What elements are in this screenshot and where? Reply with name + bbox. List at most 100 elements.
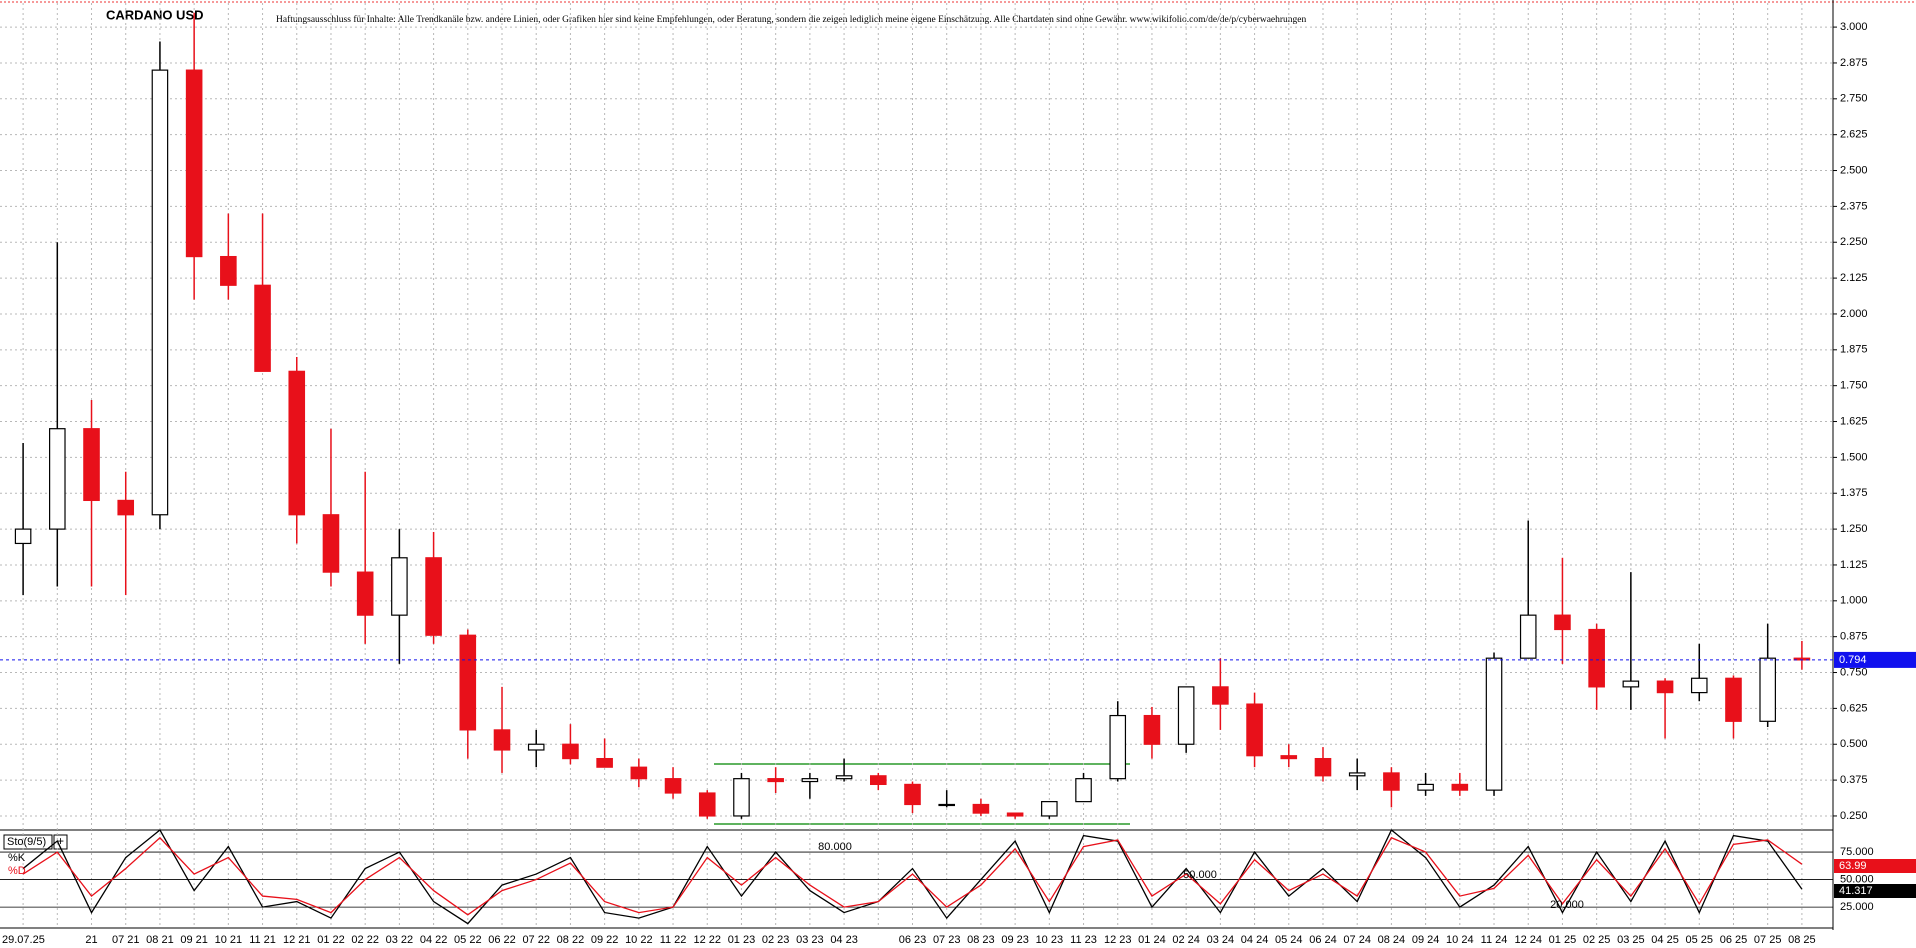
x-tick-label: 01 23 [728,934,756,946]
candle-body [1759,657,1776,722]
x-tick-label: 01 25 [1549,934,1577,946]
candle-body [527,743,545,751]
y-tick-label: 1.750 [1840,380,1868,392]
indicator-box [3,834,53,850]
x-tick-label: 05 24 [1275,934,1303,946]
candle-body [1075,778,1092,803]
x-tick-label: 11 21 [249,934,276,946]
y-tick-label: 2.875 [1840,57,1868,69]
indicator-button-icon: + [57,834,64,848]
y2-tick-label: 25.000 [1840,901,1874,913]
candle-body [322,514,340,573]
candle-body [391,557,408,616]
y-tick-label: 1.375 [1840,487,1868,499]
x-tick-label: 02 22 [351,934,379,946]
x-tick-label: 12 23 [1104,934,1132,946]
candle-body [1622,680,1640,688]
indicator-title: Sto(9/5) [7,836,46,848]
candle-body [1314,757,1332,777]
y-tick-label: 2.750 [1840,93,1868,105]
level-annotation: 20.000 [1550,899,1584,911]
candle-body [1246,703,1263,757]
candle-body [938,803,956,807]
candle-body [767,778,784,783]
candle-body [1588,628,1605,688]
x-tick-label: 03 25 [1617,934,1645,946]
y-tick-label: 1.500 [1840,451,1868,463]
candle-body [1348,772,1366,777]
candle-body [1212,686,1229,705]
candle-body [1383,772,1400,791]
y-tick-label: 0.375 [1840,774,1868,786]
x-tick-label: 11 24 [1481,934,1508,946]
candle-body [185,69,203,258]
x-tick-label: 10 24 [1446,934,1474,946]
x-tick-label: 06 23 [899,934,927,946]
candle-body [904,783,921,806]
y-tick-label: 1.125 [1840,559,1868,571]
x-tick-label: 07 21 [112,934,140,946]
x-tick-label: 08 25 [1788,934,1816,946]
x-tick-label: 01 22 [317,934,345,946]
candle-body [1417,783,1434,791]
candle-body [425,557,442,636]
candle-body [288,370,306,516]
x-tick-label: 05 22 [454,934,482,946]
x-tick-label: 09 21 [180,934,208,946]
x-tick-label: 04 23 [830,934,858,946]
candle-body [14,528,32,545]
y-tick-label: 1.250 [1840,523,1868,535]
x-tick-label: 09 23 [1001,934,1029,946]
candle-body [1451,783,1469,791]
candle-body [1109,714,1127,780]
candle-body [1519,614,1537,659]
x-tick-label: 08 21 [146,934,174,946]
candle-body [1485,657,1503,791]
y-tick-label: 1.625 [1840,415,1868,427]
candle-body [1554,614,1571,631]
x-tick-label: 06 24 [1309,934,1337,946]
x-tick-label: 11 23 [1070,934,1097,946]
last-value-box [1834,859,1916,873]
y-tick-label: 0.750 [1840,666,1868,678]
candle-body [1656,680,1674,694]
y-tick-label: 3.000 [1840,21,1868,33]
x-tick-label: 08 24 [1378,934,1406,946]
x-tick-label: 11 22 [660,934,687,946]
y-tick-label: 2.250 [1840,236,1868,248]
y2-tick-label: 50.000 [1840,873,1874,885]
candle-body [49,428,66,530]
candle-body [596,757,613,768]
y-tick-label: 0.625 [1840,702,1868,714]
x-tick-label: 07 24 [1343,934,1371,946]
x-tick-label: 12 24 [1514,934,1542,946]
y-tick-label: 0.875 [1840,631,1868,643]
y-tick-label: 1.875 [1840,344,1868,356]
x-tick-label: 02 24 [1172,934,1200,946]
x-tick-label: 12 22 [693,934,721,946]
candle-body [801,778,819,783]
x-tick-label: 07 22 [522,934,550,946]
last-price-box [1834,651,1916,668]
x-tick-label: 21 [85,934,97,946]
level-annotation: 80.000 [818,841,852,853]
last-value-label: 41.317 [1839,885,1873,897]
candle-body [1006,812,1024,817]
x-tick-label: 08 23 [967,934,995,946]
x-tick-label: 08 22 [557,934,585,946]
candle-body [1725,677,1742,722]
legend-entry: %K [8,852,26,864]
candle-body [562,743,579,760]
y-tick-label: 0.500 [1840,738,1868,750]
disclaimer: Haftungsausschluss für Inhalte: Alle Tre… [276,14,1307,25]
candle-body [493,729,511,751]
y2-tick-label: 75.000 [1840,846,1874,858]
candle-body [664,778,682,794]
chart-title: CARDANO USD [106,7,204,22]
stoch-line [22,836,1803,916]
x-tick-label: 10 22 [625,934,653,946]
x-tick-label: 02 25 [1583,934,1611,946]
candle-body [698,792,716,817]
level-annotation: 50.000 [1183,869,1217,881]
